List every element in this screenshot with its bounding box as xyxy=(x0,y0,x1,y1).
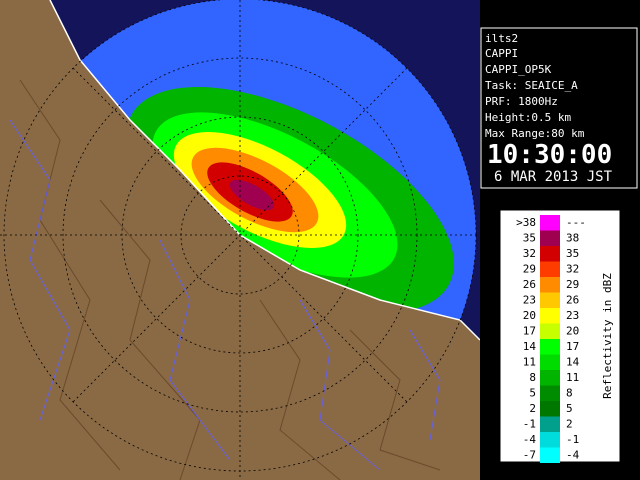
max-range: Max Range:80 km xyxy=(485,127,585,140)
info-box xyxy=(480,27,638,189)
legend-swatch xyxy=(540,277,560,293)
radar-map xyxy=(0,0,480,480)
legend-swatch xyxy=(540,261,560,277)
legend-swatch xyxy=(540,230,560,246)
legend-swatch xyxy=(540,370,560,386)
legend: >38 --- 35 38 32 35 29 32 26 29 23 26 20 23 17 20 14 17 11… xyxy=(516,215,586,463)
product-name: CAPPI_OP5K xyxy=(485,63,552,76)
legend-swatch xyxy=(540,292,560,308)
legend-low: 17 xyxy=(523,325,536,338)
height: Height:0.5 km xyxy=(485,111,571,124)
legend-low: 14 xyxy=(523,340,537,353)
legend-swatch xyxy=(540,401,560,417)
legend-high: 32 xyxy=(566,263,579,276)
legend-high: 26 xyxy=(566,294,579,307)
station: ilts2 xyxy=(485,32,518,45)
legend-low: 8 xyxy=(529,371,536,384)
date: 6 MAR 2013 JST xyxy=(494,169,613,185)
task: Task: SEAICE_A xyxy=(485,79,578,92)
legend-swatch xyxy=(540,339,560,355)
range-rings xyxy=(0,0,480,480)
legend-swatch xyxy=(540,416,560,432)
legend-high: 20 xyxy=(566,325,579,338)
legend-swatch xyxy=(540,323,560,339)
prf: PRF: 1800Hz xyxy=(485,95,558,108)
legend-swatch xyxy=(540,215,560,231)
legend-high: 5 xyxy=(566,402,573,415)
legend-low: 20 xyxy=(523,309,536,322)
legend-swatch xyxy=(540,246,560,262)
legend-low: 2 xyxy=(529,402,536,415)
legend-swatch xyxy=(540,447,560,463)
legend-low: 26 xyxy=(523,278,536,291)
legend-high: --- xyxy=(566,216,586,229)
legend-high: 8 xyxy=(566,387,573,400)
legend-low: >38 xyxy=(516,216,536,229)
legend-swatch xyxy=(540,308,560,324)
legend-high: 23 xyxy=(566,309,579,322)
legend-high: 11 xyxy=(566,371,579,384)
legend-high: 17 xyxy=(566,340,579,353)
legend-swatch xyxy=(540,432,560,448)
legend-low: -7 xyxy=(523,449,536,462)
legend-high: -4 xyxy=(566,449,580,462)
product: CAPPI xyxy=(485,47,518,60)
legend-high: -1 xyxy=(566,433,579,446)
legend-low: 11 xyxy=(523,356,536,369)
legend-low: 29 xyxy=(523,263,536,276)
legend-high: 29 xyxy=(566,278,579,291)
legend-low: 23 xyxy=(523,294,536,307)
legend-high: 2 xyxy=(566,418,573,431)
legend-high: 38 xyxy=(566,232,579,245)
legend-low: -4 xyxy=(523,433,537,446)
rivers xyxy=(9,119,441,471)
legend-title: Reflectivity in dBZ xyxy=(601,273,614,399)
legend-low: 5 xyxy=(529,387,536,400)
legend-low: 32 xyxy=(523,247,536,260)
time: 10:30:00 xyxy=(487,140,612,170)
legend-swatch xyxy=(540,354,560,370)
legend-low: 35 xyxy=(523,232,536,245)
legend-high: 35 xyxy=(566,247,579,260)
legend-high: 14 xyxy=(566,356,580,369)
legend-swatch xyxy=(540,385,560,401)
legend-low: -1 xyxy=(523,418,536,431)
echoes xyxy=(126,86,454,314)
